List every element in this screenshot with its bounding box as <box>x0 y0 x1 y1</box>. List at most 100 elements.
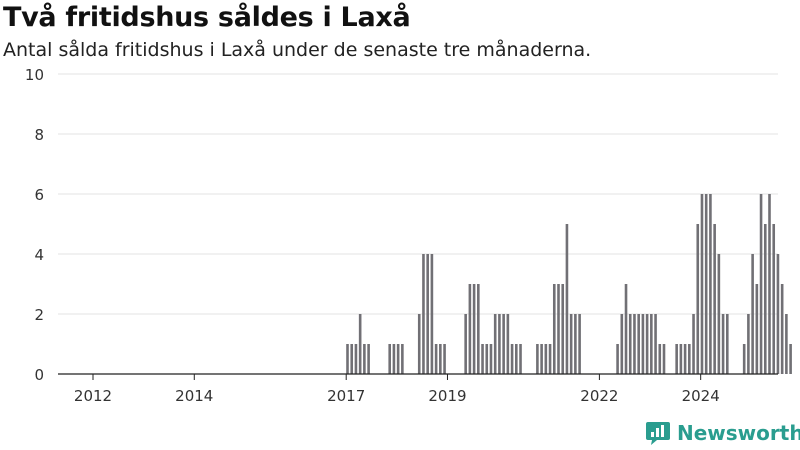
bar <box>510 344 514 374</box>
bar <box>350 344 354 374</box>
bar <box>620 314 624 374</box>
bar <box>759 194 763 374</box>
bar <box>688 344 691 374</box>
bar <box>422 254 425 374</box>
bar <box>493 314 497 374</box>
bar <box>742 344 746 374</box>
bar <box>654 314 657 374</box>
bar <box>468 284 472 374</box>
bar <box>726 314 729 374</box>
bar <box>434 344 438 374</box>
bar <box>645 314 649 374</box>
bar <box>519 344 522 374</box>
bar <box>785 314 788 374</box>
bar <box>624 284 628 374</box>
bar <box>498 314 501 374</box>
bar <box>780 284 784 374</box>
x-tick-label: 2019 <box>428 387 466 405</box>
x-tick-label: 2022 <box>580 387 618 405</box>
bar <box>658 344 662 374</box>
bar <box>443 344 446 374</box>
y-tick-label: 4 <box>34 246 44 264</box>
bar <box>683 344 687 374</box>
bar <box>481 344 484 374</box>
bar <box>489 344 493 374</box>
bar <box>789 344 792 374</box>
x-axis: 2012 2014 2017 2019 2022 2024 <box>58 373 778 405</box>
bar <box>751 254 754 374</box>
bar <box>548 344 552 374</box>
bar <box>574 314 577 374</box>
bar <box>401 344 404 374</box>
grid-lines <box>58 73 778 315</box>
bar <box>641 314 645 374</box>
bar <box>472 284 476 374</box>
bar <box>552 284 556 374</box>
bar <box>557 284 560 374</box>
bar <box>363 344 366 374</box>
bar <box>717 254 721 374</box>
bar <box>662 344 666 374</box>
bar <box>515 344 518 374</box>
bar <box>776 254 780 374</box>
bar <box>763 224 767 374</box>
x-tick-label: 2014 <box>175 387 213 405</box>
bar <box>392 344 396 374</box>
bar <box>367 344 370 374</box>
bar <box>536 344 539 374</box>
bar <box>388 344 391 374</box>
bar <box>477 284 480 374</box>
bar <box>439 344 442 374</box>
bar <box>396 344 400 374</box>
y-tick-label: 6 <box>34 186 44 204</box>
brand-name: Newsworthy <box>677 421 800 445</box>
chart-subtitle: Antal sålda fritidshus i Laxå under de s… <box>3 39 592 61</box>
bar <box>675 344 678 374</box>
bar <box>346 344 349 374</box>
y-axis: 0 2 4 6 8 10 <box>25 66 44 384</box>
bar <box>721 314 725 374</box>
newsworthy-logo: Newsworthy <box>645 420 800 446</box>
bar <box>464 314 467 374</box>
bar <box>561 284 565 374</box>
chart-title: Två fritidshus såldes i Laxå <box>3 2 411 33</box>
bar <box>417 314 421 374</box>
y-tick-label: 2 <box>34 306 44 324</box>
y-tick-label: 8 <box>34 126 44 144</box>
bar <box>578 314 581 374</box>
bar <box>768 194 771 374</box>
bar <box>692 314 695 374</box>
bar <box>502 314 505 374</box>
bar <box>772 224 776 374</box>
x-tick-label: 2017 <box>327 387 365 405</box>
bar <box>506 314 510 374</box>
bar <box>704 194 708 374</box>
bar <box>679 344 683 374</box>
y-tick-label: 10 <box>25 66 44 84</box>
bar <box>544 344 548 374</box>
bar <box>358 314 362 374</box>
bar <box>430 254 434 374</box>
bar <box>569 314 573 374</box>
bar <box>637 314 640 374</box>
bar <box>696 224 700 374</box>
bar <box>650 314 653 374</box>
bar <box>747 314 750 374</box>
bar <box>616 344 619 374</box>
bar <box>485 344 489 374</box>
newsworthy-logo-icon <box>646 422 670 445</box>
bar <box>426 254 429 374</box>
x-tick-label: 2012 <box>74 387 112 405</box>
bar <box>633 314 636 374</box>
bar <box>755 284 759 374</box>
bar <box>565 224 569 374</box>
bar <box>709 194 712 374</box>
bar <box>540 344 543 374</box>
bars <box>346 194 792 374</box>
bar <box>354 344 358 374</box>
bar <box>628 314 632 374</box>
bar <box>700 194 704 374</box>
y-tick-label: 0 <box>34 366 44 384</box>
x-tick-label: 2024 <box>682 387 720 405</box>
